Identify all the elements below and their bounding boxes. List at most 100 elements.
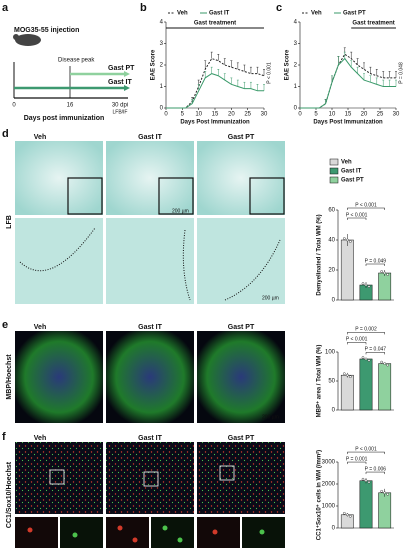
data-point: [367, 480, 371, 484]
data-point: [361, 282, 365, 285]
x-tick-label: 15: [212, 112, 219, 118]
micrograph: [15, 442, 103, 514]
group-label: Gast IT: [138, 324, 162, 331]
zoom-box: [67, 177, 103, 215]
x-tick-label: 10: [329, 112, 336, 118]
significance-bracket: [365, 352, 385, 355]
data-point: [380, 360, 383, 364]
pt-label: Gast PT: [108, 65, 135, 72]
micrograph-zoom: [106, 218, 194, 304]
legend-label: Gast PT: [343, 11, 366, 17]
y-tick-label: 2: [160, 63, 164, 69]
lesion-outline: [224, 239, 281, 301]
panel-label: b: [140, 2, 147, 14]
data-point: [383, 362, 386, 365]
panel-label: d: [2, 128, 9, 140]
micrograph: [106, 331, 194, 423]
micrograph: [15, 331, 103, 423]
y-tick-label: 20: [328, 268, 335, 274]
p-value: P = 0.006: [365, 466, 387, 472]
y-tick-label: 60: [328, 208, 335, 214]
y-tick-label: 100: [325, 350, 336, 356]
day-label: 0: [12, 103, 16, 109]
y-tick-label: 50: [328, 379, 335, 385]
bar: [359, 358, 373, 411]
y-tick-label: 0: [294, 106, 298, 112]
data-point: [367, 285, 371, 288]
legend-label: Veh: [177, 11, 188, 17]
zoom-box: [158, 177, 194, 215]
data-point: [364, 357, 368, 361]
y-tick-label: 0: [332, 298, 336, 304]
day-label: 30 dpi: [112, 103, 128, 109]
peak-label: Disease peak: [58, 58, 95, 64]
panel-label: f: [2, 431, 6, 443]
y-tick-label: 1: [294, 84, 298, 90]
y-tick-label: 0: [160, 106, 164, 112]
y-tick-label: 3000: [322, 460, 336, 466]
crop-tile: [60, 517, 103, 548]
y-tick-label: 1: [160, 84, 164, 90]
significance-bracket: [347, 451, 385, 455]
data-point: [346, 238, 349, 242]
treatment-label: Gast treatment: [194, 21, 236, 27]
x-tick-label: 0: [298, 112, 302, 118]
stain-label: CC1/Sox10/Hoechst: [6, 461, 13, 528]
x-tick-label: 5: [181, 112, 185, 118]
bar: [378, 272, 392, 301]
p-value: P < 0.001: [266, 62, 272, 84]
data-point: [349, 515, 352, 518]
x-axis-title: Days Post Immunization: [180, 120, 250, 126]
mouse-head: [13, 34, 19, 40]
significance-bracket: [347, 461, 367, 465]
mouse-icon: [15, 34, 41, 46]
cc1-images: [15, 442, 285, 548]
y-tick-label: 4: [160, 20, 164, 26]
bar: [378, 492, 392, 529]
crop-tile: [197, 517, 240, 548]
significance-bracket: [347, 207, 385, 210]
x-axis-title: Days Post Immunization: [313, 120, 383, 126]
y-axis-title: CC1⁺Sox10⁺ cells in WM (/mm²): [316, 450, 323, 540]
y-tick-label: 3: [294, 41, 298, 47]
series-line: [300, 57, 396, 109]
legend-label: Gast IT: [341, 169, 362, 175]
x-tick-label: 15: [345, 112, 352, 118]
group-label: Gast IT: [138, 435, 162, 442]
data-point: [349, 375, 352, 379]
timeline-title: Days post immunization: [24, 115, 105, 122]
stain-label: MBP/Hoechst: [6, 354, 13, 400]
data-point: [349, 240, 352, 243]
legend-swatch: [329, 158, 339, 166]
data-point: [367, 359, 371, 362]
it-label: Gast IT: [108, 79, 132, 86]
stain-label: LFB: [6, 215, 13, 229]
zoom-box: [143, 471, 159, 487]
x-tick-label: 25: [244, 112, 251, 118]
group-label: Veh: [34, 134, 46, 141]
group-label: Veh: [34, 435, 46, 442]
p-value: P = 0.048: [398, 62, 404, 84]
p-value: P < 0.001: [355, 446, 377, 452]
treatment-label: Gast treatment: [352, 21, 394, 27]
y-tick-label: 2: [294, 63, 298, 69]
data-point: [386, 492, 389, 496]
x-tick-label: 20: [361, 112, 368, 118]
y-tick-label: 1000: [322, 504, 336, 510]
lesion-outline: [182, 229, 191, 301]
bar: [378, 363, 392, 411]
p-value: P = 0.049: [365, 258, 387, 264]
p-value: P = 0.001: [346, 456, 368, 462]
significance-bracket: [347, 332, 385, 335]
data-point: [364, 283, 368, 287]
y-tick-label: 0: [332, 408, 336, 414]
y-tick-label: 4: [294, 20, 298, 26]
y-axis-title: EAE Score: [285, 49, 291, 80]
crop-tile: [151, 517, 194, 548]
y-tick-label: 3: [160, 41, 164, 47]
scale-label: 50 µm: [266, 506, 280, 512]
y-axis-title: EAE Score: [151, 49, 157, 80]
data-point: [343, 237, 346, 240]
data-point: [383, 491, 386, 495]
